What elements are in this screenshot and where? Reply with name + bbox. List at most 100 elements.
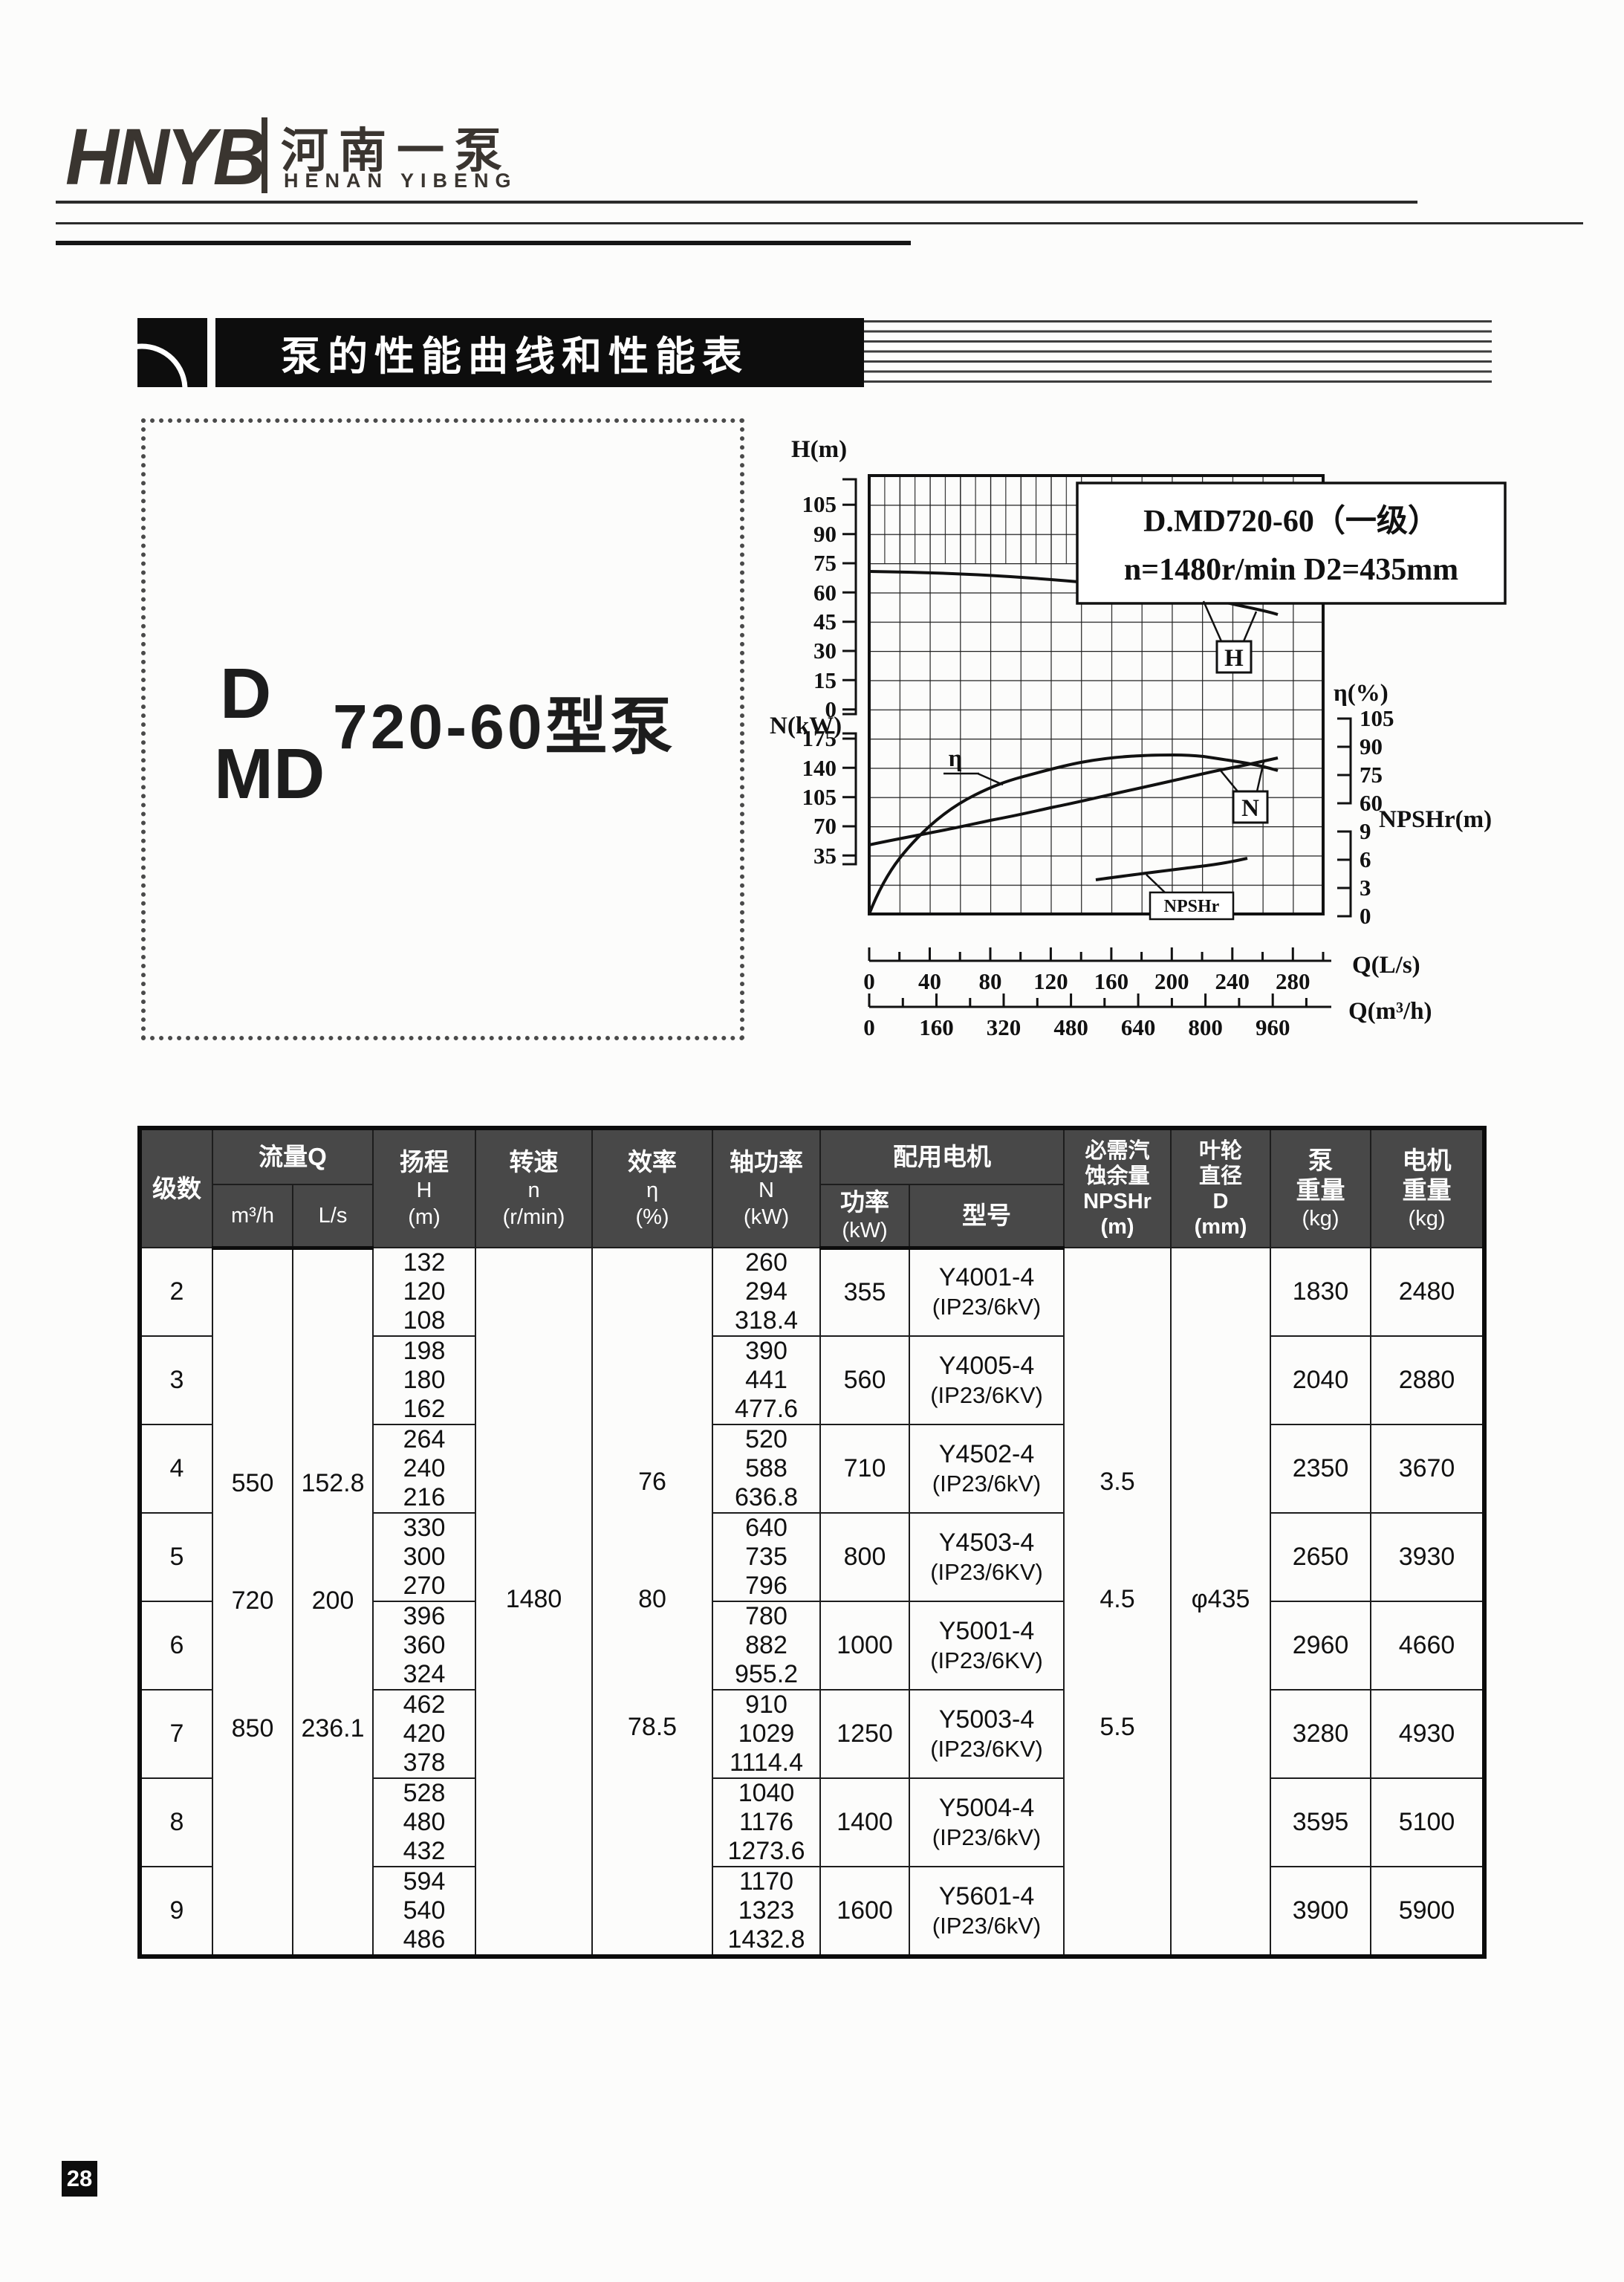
shaft-power-cell: 1170 1323 1432.8 [712,1866,822,1957]
h-axis-tick: 45 [813,609,837,635]
col-header-flow-m3h: m³/h [212,1184,293,1250]
n-label-box [1232,790,1269,824]
q-ls-tick: 160 [1094,968,1129,994]
logo-english-name: HENAN YIBENG [284,169,518,192]
table-row: 2 550 720 850 152.8 200 236.1 132 120 108 … [139,1247,1486,1957]
h-axis-tick: 30 [813,638,837,664]
curve-eta [868,753,1279,915]
flow-ls-cell: 152.8 200 236.1 [291,1247,374,1957]
col-header-motor-weight: 电机 重量 (kg) [1370,1127,1486,1248]
n-axis-bracket [842,732,857,866]
q-ls-tick: 240 [1215,968,1250,994]
npshr-cell: 3.5 4.5 5.5 [1063,1247,1172,1957]
n-label-leader [1220,761,1265,792]
q-m3h-tick: 960 [1256,1014,1290,1040]
logo-chinese-name: 河南一泵 [281,124,513,178]
chart-frame [868,474,1325,915]
col-header-motor-power: 功率 (kW) [819,1184,911,1250]
stage-cell: 5 [139,1512,213,1602]
banner-corner-glyph [96,318,207,435]
performance-table: 级数 流量Q 扬程 H (m) 转速 n (r/min) 效率 η (%) 轴功率 N (kW)… [137,1126,1487,1959]
motor-power-cell: 355 [819,1247,911,1337]
h-curve-label: H [1224,645,1244,672]
stage-cell: 4 [139,1424,213,1514]
col-header-motor-model: 型号 [909,1184,1065,1250]
q-ls-tick: 200 [1154,968,1189,994]
model-suffix: 720-60型泵 [333,692,676,762]
chart-grid-dense [869,476,1081,563]
speed-cell: 1480 [475,1247,594,1957]
n-axis-tick: 105 [802,784,837,810]
col-header-head: 扬程 H (m) [372,1127,477,1248]
col-header-motor: 配用电机 [819,1127,1065,1185]
eta-label-leader [943,772,1004,786]
eta-axis-tick: 75 [1360,762,1383,788]
motor-power-cell: 560 [819,1335,911,1425]
motor-weight-cell: 5900 [1370,1866,1486,1957]
motor-power-cell: 800 [819,1512,911,1602]
q-ls-tick: 0 [863,968,875,994]
stage-cell: 9 [139,1866,213,1957]
col-header-speed: 转速 n (r/min) [475,1127,594,1248]
motor-weight-cell: 2480 [1370,1247,1486,1337]
q-m3h-tick: 320 [987,1014,1022,1040]
col-header-flow-ls: L/s [291,1184,374,1250]
eta-axis-label: η(%) [1334,680,1388,707]
col-header-impeller: 叶轮 直径 D (mm) [1170,1127,1272,1248]
h-axis-tick: 15 [813,667,837,693]
motor-power-cell: 710 [819,1424,911,1514]
motor-model-cell: Y5003-4 (IP23/6KV) [909,1689,1065,1779]
page-number: 28 [66,2165,93,2191]
stage-cell: 8 [139,1777,213,1867]
col-header-shaft-power: 轴功率 N (kW) [712,1127,822,1248]
table-row: 6 396 360 324 780 882 955.2 1000 Y5001-4 (IP2… [139,1601,1486,1691]
chart-title-line1: D.MD720-60（一级） [1143,504,1439,539]
horizontal-rule [56,241,911,245]
h-axis-tick: 105 [802,491,837,517]
table-row: 5 330 300 270 640 735 796 800 Y4503-4 (IP23/6… [139,1512,1486,1602]
h-axis-tick: 90 [813,521,837,547]
col-header-npshr: 必需汽 蚀余量 NPSHr (m) [1063,1127,1172,1248]
head-cell: 594 540 486 [372,1866,477,1957]
n-axis-tick: 35 [813,843,837,869]
motor-power-cell: 1400 [819,1777,911,1867]
motor-model-cell: Y4502-4 (IP23/6kV) [909,1424,1065,1514]
table-row: 7 462 420 378 910 1029 1114.4 1250 Y5003-4 (I… [139,1689,1486,1779]
q-m3h-tick: 640 [1121,1014,1156,1040]
pump-weight-cell: 3595 [1270,1777,1372,1867]
horizontal-rule [56,201,1417,204]
motor-weight-cell: 5100 [1370,1777,1486,1867]
npshr-axis-tick: 6 [1360,846,1371,872]
h-axis-bracket [842,478,857,716]
motor-power-cell: 1250 [819,1689,911,1779]
q-ls-axis [868,947,1331,962]
head-cell: 198 180 162 [372,1335,477,1425]
npshr-axis-tick: 3 [1360,875,1371,901]
eta-curve-label: η [949,745,963,772]
q-ls-tick: 80 [979,968,1002,994]
stage-cell: 6 [139,1601,213,1691]
pump-weight-cell: 2650 [1270,1512,1372,1602]
n-curve-label: N [1241,795,1259,822]
col-header-pump-weight: 泵重量 (kg) [1270,1127,1372,1248]
banner-stripes [864,320,1492,386]
n-axis-tick: 140 [802,755,837,781]
h-axis-tick: 75 [813,550,837,576]
shaft-power-cell: 910 1029 1114.4 [712,1689,822,1779]
eta-axis-tick: 105 [1360,705,1394,731]
head-cell: 132 120 108 [372,1247,477,1337]
shaft-power-cell: 260 294 318.4 [712,1247,822,1337]
n-axis-label: N(kW) [770,713,842,739]
h-label-box [1215,640,1253,674]
section-banner: 泵的性能曲线和性能表 [215,318,864,387]
npshr-curve-label: NPSHr [1164,897,1220,916]
model-box: D MD 720-60型泵 [141,418,744,1040]
col-header-efficiency: 效率 η (%) [591,1127,714,1248]
head-cell: 396 360 324 [372,1601,477,1691]
q-ls-axis-label: Q(L/s) [1352,952,1420,979]
motor-model-cell: Y4503-4 (IP23/6KV) [909,1512,1065,1602]
col-header-stage: 级数 [139,1127,213,1248]
motor-model-cell: Y5001-4 (IP23/6KV) [909,1601,1065,1691]
h-axis-tick: 60 [813,580,837,606]
